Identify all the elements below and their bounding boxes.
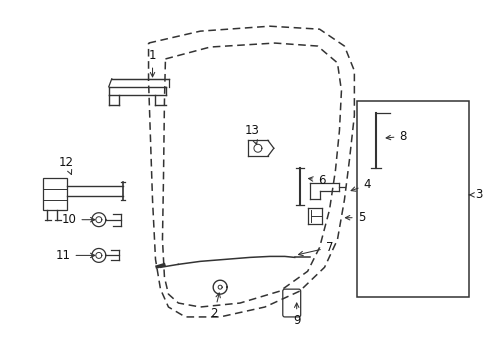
Text: 3: 3 — [468, 188, 481, 201]
Text: 5: 5 — [345, 211, 364, 224]
Text: 1: 1 — [148, 49, 156, 77]
Text: 6: 6 — [308, 174, 325, 186]
Text: 4: 4 — [350, 179, 370, 192]
Text: 2: 2 — [210, 293, 220, 320]
Bar — [357, 100, 468, 297]
Text: 9: 9 — [292, 303, 300, 327]
Text: 7: 7 — [298, 241, 333, 256]
Text: 11: 11 — [56, 249, 95, 262]
Text: 13: 13 — [244, 124, 259, 144]
Text: 12: 12 — [59, 156, 73, 175]
Text: 8: 8 — [386, 130, 406, 143]
Text: 10: 10 — [61, 213, 95, 226]
Bar — [43, 178, 67, 210]
